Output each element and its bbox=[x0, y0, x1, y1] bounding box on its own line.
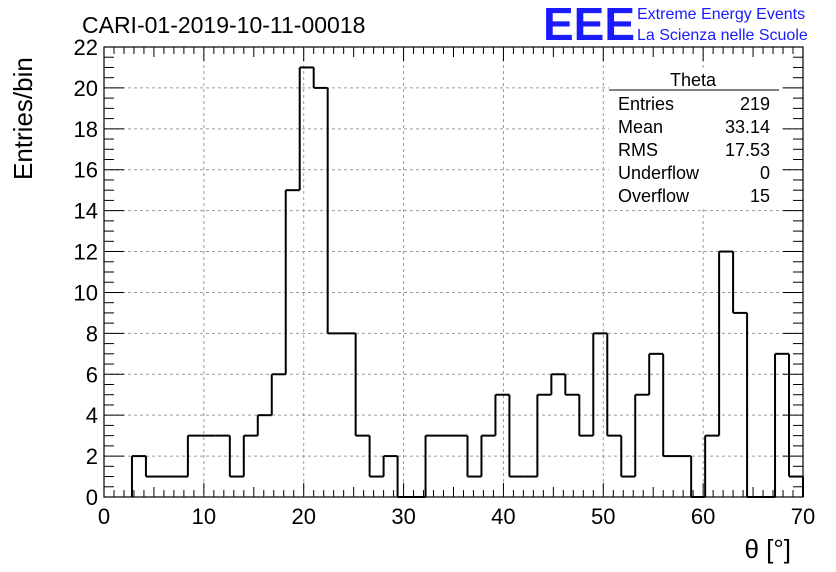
stats-overflow-value: 15 bbox=[750, 186, 770, 206]
x-tick-label: 10 bbox=[192, 504, 216, 529]
x-tick-label: 50 bbox=[591, 504, 615, 529]
histogram-bars bbox=[130, 66, 804, 498]
stats-box: Theta Entries 219 Mean 33.14 RMS 17.53 U… bbox=[609, 70, 779, 208]
y-tick-label: 12 bbox=[74, 240, 98, 265]
y-tick-label: 22 bbox=[74, 35, 98, 60]
x-tick-label: 60 bbox=[691, 504, 715, 529]
stats-mean-value: 33.14 bbox=[725, 117, 770, 137]
y-tick-label: 6 bbox=[86, 362, 98, 387]
stats-title: Theta bbox=[670, 70, 717, 90]
stats-entries-label: Entries bbox=[618, 94, 674, 114]
stats-mean-label: Mean bbox=[618, 117, 663, 137]
y-tick-label: 4 bbox=[86, 403, 98, 428]
y-tick-label: 18 bbox=[74, 117, 98, 142]
stats-underflow-label: Underflow bbox=[618, 163, 700, 183]
chart-title: CARI-01-2019-10-11-00018 bbox=[82, 12, 365, 38]
eee-logo-line1: Extreme Energy Events bbox=[637, 6, 805, 23]
x-tick-label: 0 bbox=[98, 504, 110, 529]
y-tick-label: 10 bbox=[74, 280, 98, 305]
eee-logo-line2: La Scienza nelle Scuole bbox=[637, 27, 808, 44]
y-tick-label: 8 bbox=[86, 321, 98, 346]
x-tick-label: 30 bbox=[391, 504, 415, 529]
y-tick-label: 0 bbox=[86, 485, 98, 510]
y-tick-label: 2 bbox=[86, 444, 98, 469]
x-tick-label: 20 bbox=[291, 504, 315, 529]
axis-ticks bbox=[103, 46, 804, 498]
eee-logo-mark: EEE bbox=[543, 0, 635, 50]
eee-logo: EEE Extreme Energy Events La Scienza nel… bbox=[543, 0, 808, 50]
y-tick-label: 14 bbox=[74, 199, 98, 224]
stats-underflow-value: 0 bbox=[760, 163, 770, 183]
stats-rms-value: 17.53 bbox=[725, 140, 770, 160]
stats-box-background bbox=[609, 70, 779, 208]
tick-labels: 0 10 20 30 40 50 60 70 0 2 4 6 8 10 12 14 16 18 20 22 bbox=[74, 35, 816, 529]
x-axis-title: θ [°] bbox=[744, 534, 791, 564]
stats-overflow-label: Overflow bbox=[618, 186, 690, 206]
stats-rms-label: RMS bbox=[618, 140, 658, 160]
x-tick-label: 70 bbox=[791, 504, 815, 529]
stats-entries-value: 219 bbox=[740, 94, 770, 114]
y-tick-label: 16 bbox=[74, 158, 98, 183]
x-tick-label: 40 bbox=[491, 504, 515, 529]
y-axis-title: Entries/bin bbox=[8, 57, 38, 180]
y-tick-label: 20 bbox=[74, 76, 98, 101]
